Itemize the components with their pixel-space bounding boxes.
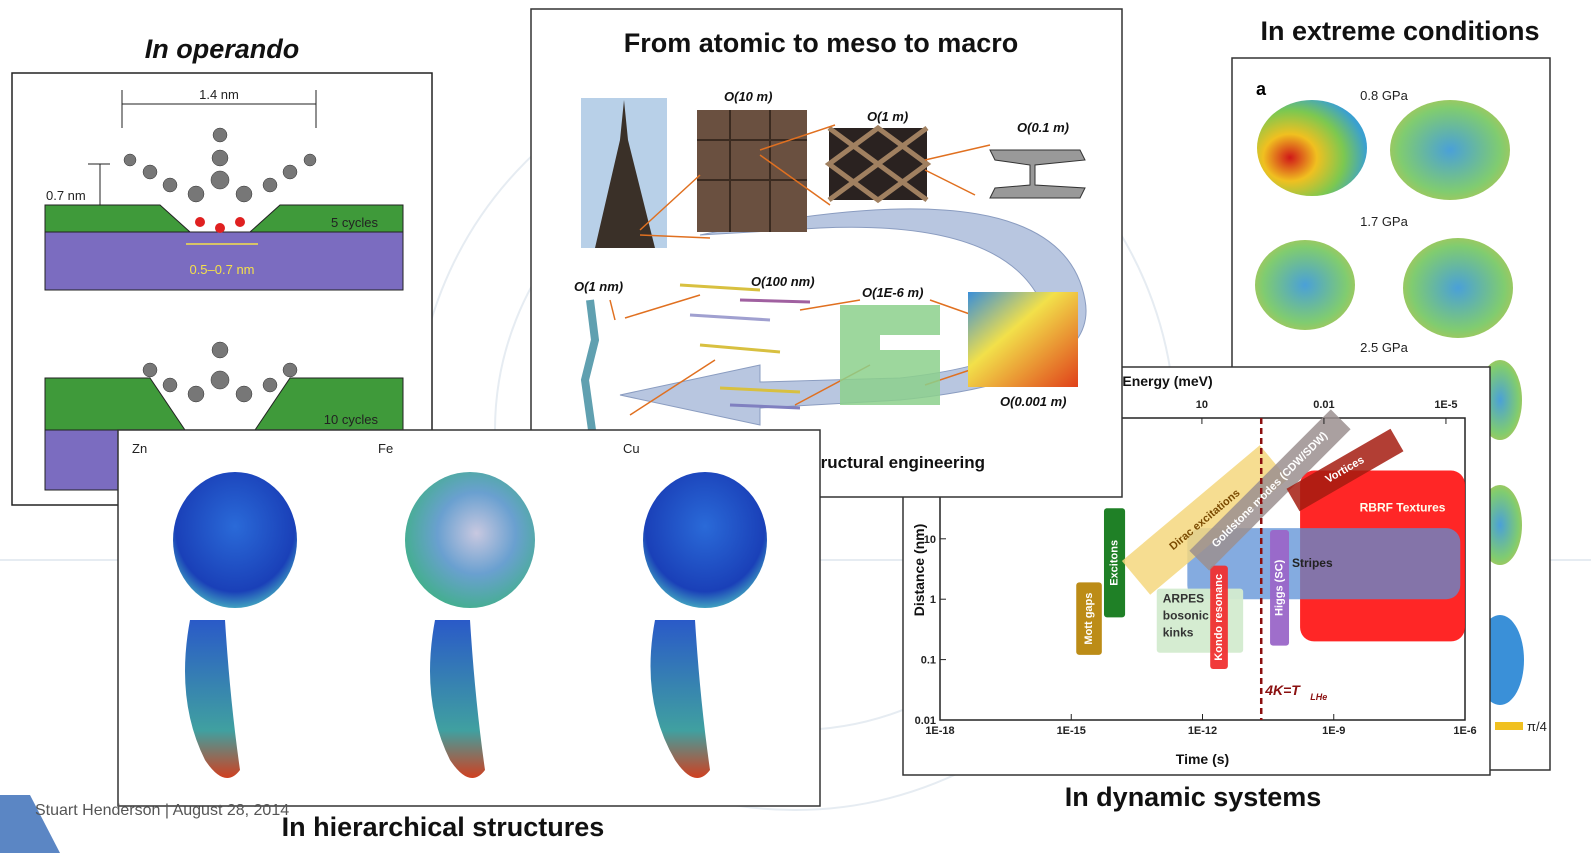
region xyxy=(1187,528,1461,600)
panel-title: In extreme conditions xyxy=(1260,16,1539,46)
scale-label: O(1 m) xyxy=(867,109,908,124)
pressure-label: 1.7 GPa xyxy=(1360,214,1408,229)
x-tick-label: 1E-18 xyxy=(925,725,954,737)
region xyxy=(1076,582,1102,655)
y-tick-label: 1 xyxy=(930,594,936,606)
scales-panel: From atomic to meso to macro O(10 m) O(1… xyxy=(530,8,1123,498)
region-label: ARPES xyxy=(1163,592,1204,606)
x2-tick-label: 0.01 xyxy=(1313,399,1334,411)
scale-label: O(1 nm) xyxy=(574,279,623,294)
region-label: RBRF Textures xyxy=(1360,501,1446,515)
cycles-label: 10 cycles xyxy=(324,412,379,427)
scale-label: O(0.1 m) xyxy=(1017,120,1069,135)
x2-tick-label: 1E-5 xyxy=(1434,399,1457,411)
scale-label: π/4 xyxy=(1527,719,1547,734)
cycles-label: 5 cycles xyxy=(331,215,378,230)
element-label: Zn xyxy=(132,441,147,456)
y-axis-label: Distance (nm) xyxy=(911,524,927,617)
region xyxy=(1103,508,1126,618)
y-tick-label: 0.01 xyxy=(915,715,936,727)
gap-label: 0.5–0.7 nm xyxy=(189,262,254,277)
region xyxy=(1210,565,1228,669)
marker-subscript: LHe xyxy=(1310,692,1327,702)
panel-title: In operando xyxy=(145,34,300,64)
scale-label: O(1E-6 m) xyxy=(862,285,923,300)
panel-label: a xyxy=(1256,79,1267,99)
x2-tick-label: 10 xyxy=(1196,399,1208,411)
x-tick-label: 1E-9 xyxy=(1322,725,1345,737)
panel-caption: tructural engineering xyxy=(815,453,985,472)
x-tick-label: 1E-15 xyxy=(1057,725,1086,737)
scale-label: O(0.001 m) xyxy=(1000,394,1066,409)
dimension-label: 1.4 nm xyxy=(199,87,239,102)
panel-title: In dynamic systems xyxy=(1065,782,1322,812)
dimension-label: 0.7 nm xyxy=(46,188,86,203)
band xyxy=(1121,445,1289,595)
band xyxy=(1189,409,1351,571)
y-tick-label: 10 xyxy=(924,534,936,546)
region-label: Kondo resonanc xyxy=(1213,574,1225,661)
panel-title: From atomic to meso to macro xyxy=(624,28,1019,58)
y-tick-label: 0.1 xyxy=(921,655,936,667)
region-label: Stripes xyxy=(1292,556,1333,570)
panel-title: In hierarchical structures xyxy=(282,812,605,842)
scale-label: O(100 nm) xyxy=(751,274,815,289)
corner-swoosh xyxy=(0,795,60,853)
element-label: Fe xyxy=(378,441,393,456)
region-label: Excitons xyxy=(1108,540,1120,586)
region-label: bosonic xyxy=(1163,609,1209,623)
region xyxy=(1270,529,1290,646)
x-tick-label: 1E-12 xyxy=(1188,725,1217,737)
band xyxy=(1286,428,1404,512)
hierarchical-panel: Zn Fe Cu xyxy=(117,429,821,807)
footer: Stuart Henderson | August 28, 2014 xyxy=(35,802,289,819)
scale-label: O(10 m) xyxy=(724,89,772,104)
region-label: kinks xyxy=(1163,626,1194,640)
x-axis-label: Time (s) xyxy=(1176,751,1229,767)
region-label: Higgs (SC) xyxy=(1273,559,1285,616)
x-tick-label: 1E-6 xyxy=(1453,725,1476,737)
x2-axis-label: Energy (meV) xyxy=(1122,373,1212,389)
element-label: Cu xyxy=(623,441,640,456)
region-label: Mott gaps xyxy=(1083,593,1095,645)
pressure-label: 2.5 GPa xyxy=(1360,340,1408,355)
marker-label: 4K=T xyxy=(1264,682,1301,698)
pressure-label: 0.8 GPa xyxy=(1360,88,1408,103)
